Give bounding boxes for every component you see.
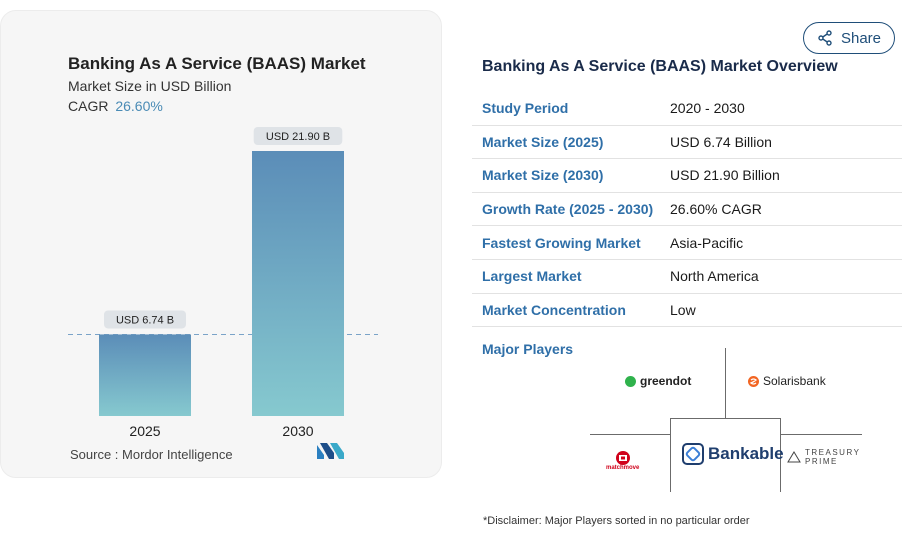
share-icon xyxy=(818,30,832,46)
row-value: Asia-Pacific xyxy=(670,234,744,251)
mordor-intelligence-logo-icon xyxy=(317,443,344,459)
overview-row: Growth Rate (2025 - 2030) 26.60% CAGR xyxy=(472,193,902,227)
overview-title: Banking As A Service (BAAS) Market Overv… xyxy=(482,58,838,75)
player-name: TREASURY xyxy=(805,448,861,457)
x-tick-label: 2025 xyxy=(129,423,160,439)
overview-row: Market Size (2030) USD 21.90 Billion xyxy=(472,159,902,193)
player-treasury-prime: TREASURY PRIME xyxy=(787,448,860,466)
grid-divider xyxy=(590,434,670,435)
bar xyxy=(252,151,344,416)
overview-row: Market Size (2025) USD 6.74 Billion xyxy=(472,126,902,160)
x-tick-label: 2030 xyxy=(282,423,313,439)
row-label: Market Size (2025) xyxy=(482,133,604,150)
overview-row: Largest Market North America xyxy=(472,260,902,294)
chart-title: Banking As A Service (BAAS) Market xyxy=(68,54,366,73)
player-matchmove: matchmove xyxy=(606,451,639,471)
players-grid xyxy=(580,346,870,496)
overview-row: Market Concentration Low xyxy=(472,294,902,328)
row-label: Fastest Growing Market xyxy=(482,234,641,251)
overview-table: Study Period 2020 - 2030 Market Size (20… xyxy=(472,92,902,328)
player-greendot: greendot xyxy=(625,374,691,388)
row-label: Study Period xyxy=(482,100,569,117)
row-value: Low xyxy=(670,301,696,318)
row-value: USD 6.74 Billion xyxy=(670,133,772,150)
matchmove-logo-icon xyxy=(615,451,630,465)
greendot-logo-icon xyxy=(625,375,636,387)
player-bankable: Bankable xyxy=(682,443,784,465)
row-label: Market Size (2030) xyxy=(482,167,604,184)
row-label: Largest Market xyxy=(482,268,582,285)
share-label: Share xyxy=(840,29,882,47)
player-name-block: TREASURY PRIME xyxy=(805,448,860,466)
row-value: 26.60% CAGR xyxy=(670,201,762,218)
player-name-line2: PRIME xyxy=(805,457,838,466)
disclaimer: *Disclaimer: Major Players sorted in no … xyxy=(483,515,750,527)
bar-value-label: USD 21.90 B xyxy=(266,131,330,143)
bar-value-label-bg xyxy=(253,127,343,145)
share-button[interactable]: Share xyxy=(803,22,895,54)
player-name: Bankable xyxy=(708,444,784,463)
row-value: USD 21.90 Billion xyxy=(670,167,780,184)
grid-divider xyxy=(780,418,781,492)
chart-cagr: CAGR 26.60% xyxy=(68,98,163,114)
treasury-prime-logo-icon xyxy=(787,451,801,463)
cagr-value: 26.60% xyxy=(115,98,163,114)
row-value: 2020 - 2030 xyxy=(670,100,745,117)
chart-card xyxy=(0,10,442,478)
major-players-label: Major Players xyxy=(482,341,574,357)
chart-subtitle: Market Size in USD Billion xyxy=(68,78,232,94)
cagr-label: CAGR xyxy=(68,98,109,114)
row-value: North America xyxy=(670,268,759,285)
player-name: matchmove xyxy=(606,465,640,471)
player-name: greendot xyxy=(640,374,692,388)
bar-value-label-bg xyxy=(104,310,186,329)
row-label: Market Concentration xyxy=(482,301,626,318)
bar-chart: USD 6.74 B 2025 USD 21.90 B 2030 xyxy=(68,127,378,439)
overview-row: Fastest Growing Market Asia-Pacific xyxy=(472,226,902,260)
bar xyxy=(99,334,191,416)
grid-divider xyxy=(725,348,726,418)
grid-divider xyxy=(670,418,671,492)
solarisbank-logo-icon xyxy=(748,375,759,387)
chart-source: Source : Mordor Intelligence xyxy=(70,447,233,462)
player-name: Solarisbank xyxy=(763,374,826,388)
bar-value-label: USD 6.74 B xyxy=(116,314,174,326)
overview-row: Study Period 2020 - 2030 xyxy=(472,92,902,126)
player-solarisbank: Solarisbank xyxy=(748,374,826,388)
grid-divider xyxy=(670,418,780,419)
bankable-logo-icon xyxy=(682,443,704,465)
grid-divider xyxy=(780,434,862,435)
row-label: Growth Rate (2025 - 2030) xyxy=(482,201,654,218)
